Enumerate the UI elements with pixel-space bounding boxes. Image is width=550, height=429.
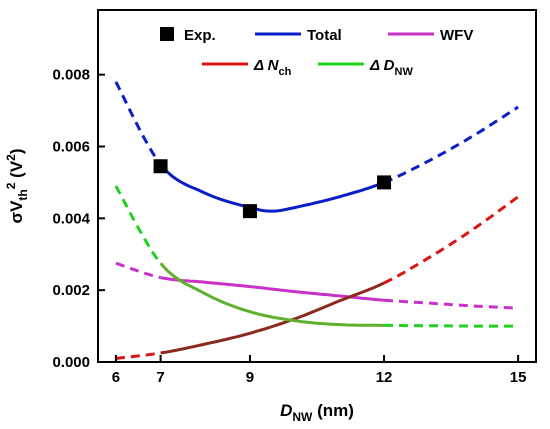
x-axis-title: DNW (nm) bbox=[280, 401, 354, 424]
series-total-dashed-right bbox=[383, 105, 519, 184]
series-ddnw-dashed-left bbox=[114, 185, 162, 265]
series-dnch-dashed-right bbox=[383, 195, 519, 285]
x-tick-label: 12 bbox=[376, 369, 393, 386]
plot-frame bbox=[97, 9, 537, 363]
series-ddnw-solid bbox=[159, 262, 385, 327]
y-tick-label: 0.008 bbox=[52, 67, 90, 84]
legend-label: Exp. bbox=[184, 27, 216, 44]
legend-item-ddnw: Δ DNW bbox=[318, 57, 413, 78]
y-tick-label: 0.000 bbox=[52, 354, 90, 371]
x-tick-label: 9 bbox=[246, 369, 254, 386]
legend-label: Δ DNW bbox=[369, 57, 413, 78]
x-tick-label: 15 bbox=[510, 369, 527, 386]
y-tick-label: 0.006 bbox=[52, 138, 90, 155]
legend-label: WFV bbox=[440, 27, 473, 44]
legend-item-wfv: WFV bbox=[388, 27, 473, 44]
legend-item-exp: Exp. bbox=[160, 27, 216, 44]
exp-point-1 bbox=[153, 159, 168, 174]
series-dnch-dashed-left bbox=[115, 351, 161, 360]
series-ddnw-dashed-right bbox=[384, 323, 519, 328]
legend-item-total: Total bbox=[255, 27, 342, 44]
legend-item-dnch: Δ Nch bbox=[202, 57, 292, 78]
y-tick-label: 0.002 bbox=[52, 282, 90, 299]
series-total-solid bbox=[159, 163, 385, 213]
series-wfv-dashed-right bbox=[383, 298, 519, 310]
x-tick-label: 6 bbox=[112, 369, 120, 386]
legend-label: Total bbox=[307, 27, 342, 44]
x-axis-ticks: 6 7 9 12 15 bbox=[112, 355, 527, 386]
exp-point-2 bbox=[242, 204, 257, 219]
legend: Exp. Total WFV Δ Nch Δ DNW bbox=[160, 27, 473, 78]
exp-point-3 bbox=[377, 175, 392, 190]
x-tick-label: 7 bbox=[156, 369, 164, 386]
y-axis-ticks: 0.000 0.002 0.004 0.006 0.008 bbox=[52, 67, 105, 371]
series-wfv-dashed-left bbox=[115, 261, 161, 280]
legend-label: Δ Nch bbox=[253, 57, 292, 78]
series-total-dashed-left bbox=[114, 81, 162, 166]
y-tick-label: 0.004 bbox=[52, 210, 90, 227]
y-axis-title: σVth2 (V2) bbox=[4, 148, 30, 223]
plot-points bbox=[153, 159, 392, 219]
legend-marker-square bbox=[160, 27, 174, 41]
plot-lines bbox=[114, 81, 519, 360]
series-dnch-solid bbox=[160, 281, 385, 355]
